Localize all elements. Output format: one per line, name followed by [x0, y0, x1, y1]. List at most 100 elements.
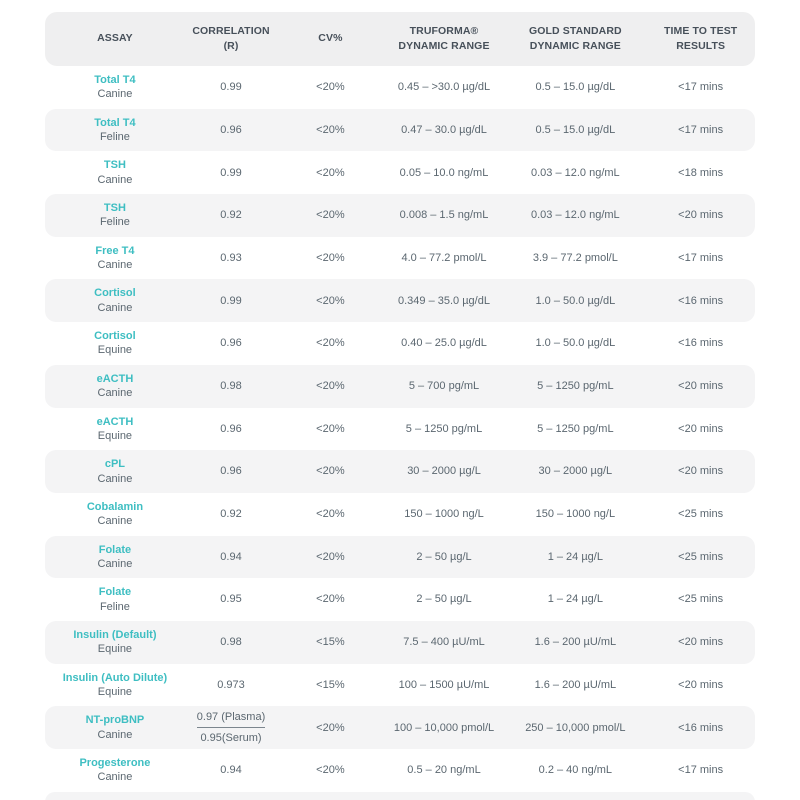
assay-name: eACTH: [96, 372, 134, 385]
correlation-value: 0.98: [220, 636, 242, 649]
assay-cell: Folate Feline: [45, 585, 185, 614]
gold-range-cell: 0.03 – 12.0 ng/mL: [531, 209, 620, 222]
assay-cell: eACTH Equine: [45, 415, 185, 444]
gold-range-cell: 0.03 – 12.0 ng/mL: [531, 166, 620, 179]
assay-name: Free T4: [95, 244, 135, 257]
assay-name: eACTH: [96, 415, 134, 428]
assay-species: Canine: [97, 173, 133, 186]
assay-species: Equine: [97, 643, 133, 656]
correlation-cell: 0.97 (Plasma) 0.95(Serum): [185, 710, 277, 746]
truforma-range-cell: 0.05 – 10.0 ng/mL: [399, 166, 489, 179]
assay-cell: Free T4 Canine: [45, 244, 185, 273]
table-row: eACTH Canine 0.98 <20% 5 – 700 pg/mL 5 – 1250…: [45, 364, 755, 408]
cv-cell: <20%: [316, 294, 345, 307]
time-cell: <25 mins: [678, 508, 724, 521]
time-cell: <20 mins: [678, 380, 724, 392]
assay-name: Cortisol: [94, 330, 136, 343]
assay-cell: Insulin (Auto Dilute) Equine: [45, 671, 185, 700]
assay-cell: cPL Canine: [45, 457, 185, 486]
gold-range-cell: 0.5 – 15.0 µg/dL: [535, 123, 616, 136]
table-row: Free T4 Canine 0.93 <20% 4.0 – 77.2 pmol/L 3.…: [45, 237, 755, 280]
table-row: Cobalamin Canine 0.92 <20% 150 – 1000 ng/L 15…: [45, 493, 755, 536]
assay-cell: Total T4 Feline: [45, 116, 185, 145]
assay-species: Canine: [97, 557, 133, 570]
assay-name: cPL: [104, 458, 126, 471]
assay-cell: TSH Canine: [45, 158, 185, 187]
truforma-range-cell: 0.349 – 35.0 µg/dL: [398, 294, 490, 307]
correlation-value: 0.92: [220, 209, 242, 222]
gold-range-cell: 0.2 – 40 ng/mL: [538, 764, 613, 777]
assay-name: TSH: [103, 159, 126, 172]
gold-range-cell: 150 – 1000 ng/L: [535, 508, 616, 521]
gold-range-cell: 5 – 1250 pg/mL: [537, 422, 614, 435]
correlation-value: 0.98: [220, 380, 242, 392]
gold-range-cell: 1.0 – 50.0 µg/dL: [535, 294, 616, 307]
assay-name: Insulin (Default): [73, 628, 157, 641]
truforma-range-cell: 150 – 1000 ng/L: [404, 508, 484, 521]
table-row: eACTH Equine 0.96 <20% 5 – 1250 pg/mL 5 – 125…: [45, 408, 755, 451]
correlation-cell: 0.96: [185, 464, 277, 478]
assay-species: Canine: [97, 88, 133, 101]
time-cell: <20 mins: [678, 465, 724, 478]
time-cell: <16 mins: [678, 721, 724, 734]
assay-cell: Folate Canine: [45, 543, 185, 572]
truforma-range-cell: 30 – 2000 µg/L: [407, 465, 481, 478]
cv-cell: <20%: [316, 764, 345, 777]
correlation-value: 0.99: [220, 166, 242, 179]
time-cell: <20 mins: [678, 636, 724, 649]
assay-species: Equine: [97, 344, 133, 357]
assay-species: Canine: [97, 387, 133, 400]
assay-name: TSH: [103, 202, 126, 215]
table-row: Total T4 Feline 0.96 <20% 0.47 – 30.0 µg/dL 0…: [45, 108, 755, 152]
truforma-range-cell: 100 – 10,000 pmol/L: [393, 721, 495, 734]
gold-range-cell: 250 – 10,000 pmol/L: [525, 721, 626, 734]
table-row: Cortisol Equine 0.96 <20% 0.40 – 25.0 µg/dL 1…: [45, 322, 755, 365]
correlation-fraction: 0.97 (Plasma) 0.95(Serum): [196, 710, 266, 746]
time-cell: <16 mins: [678, 337, 724, 350]
assay-species: Feline: [99, 131, 130, 144]
truforma-range-cell: 0.5 – 20 ng/mL: [407, 764, 481, 777]
cv-cell: <20%: [316, 123, 345, 136]
correlation-cell: 0.95: [185, 592, 277, 606]
time-cell: <18 mins: [678, 166, 724, 179]
time-cell: <20 mins: [678, 209, 724, 222]
time-cell: <17 mins: [678, 81, 724, 94]
gold-range-cell: 3.9 – 77.2 pmol/L: [532, 251, 618, 264]
correlation-value: 0.99: [220, 81, 242, 94]
assay-species: Feline: [99, 600, 130, 613]
assay-name: Cobalamin: [86, 500, 144, 513]
truforma-range-cell: 0.40 – 25.0 µg/dL: [401, 337, 487, 350]
correlation-value: 0.94: [220, 764, 242, 777]
col-header-correlation: CORRELATION (R): [192, 24, 270, 52]
correlation-value: 0.973: [217, 678, 245, 691]
assay-cell: TSH Feline: [45, 201, 185, 230]
truforma-range-cell: 100 – 1500 µU/mL: [398, 678, 490, 691]
cv-cell: <20%: [316, 550, 345, 563]
truforma-range-cell: 4.0 – 77.2 pmol/L: [401, 251, 487, 264]
assay-name: Total T4: [94, 116, 136, 129]
correlation-value: 0.96: [220, 123, 242, 136]
correlation-cell: 0.93: [185, 251, 277, 265]
correlation-value: 0.96: [220, 337, 242, 350]
correlation-cell: 0.99: [185, 294, 277, 308]
correlation-value: 0.96: [220, 422, 242, 435]
assay-species: Feline: [99, 216, 130, 229]
cv-cell: <20%: [316, 337, 345, 350]
col-header-time: TIME TO TEST RESULTS: [663, 24, 738, 52]
gold-range-cell: 0.5 – 15.0 µg/dL: [535, 81, 616, 94]
table-row: TSH Canine 0.99 <20% 0.05 – 10.0 ng/mL 0.03 –…: [45, 151, 755, 194]
cv-cell: <20%: [316, 465, 345, 478]
col-header-truforma-range: TRUFORMA® DYNAMIC RANGE: [398, 24, 490, 52]
assay-cell: NT-proBNP Canine: [45, 713, 185, 742]
correlation-cell: 0.96: [185, 123, 277, 137]
table-body: Total T4 Canine 0.99 <20% 0.45 – >30.0 µg/dL…: [45, 66, 755, 792]
assay-name: NT-proBNP: [85, 714, 145, 727]
cv-cell: <15%: [316, 636, 345, 649]
time-cell: <16 mins: [678, 294, 724, 307]
correlation-cell: 0.99: [185, 166, 277, 180]
cv-cell: <20%: [316, 166, 345, 179]
assay-name: Total T4: [94, 74, 136, 87]
cv-cell: <15%: [316, 678, 345, 691]
col-header-assay: ASSAY: [97, 32, 133, 45]
assay-species: Equine: [97, 685, 133, 698]
